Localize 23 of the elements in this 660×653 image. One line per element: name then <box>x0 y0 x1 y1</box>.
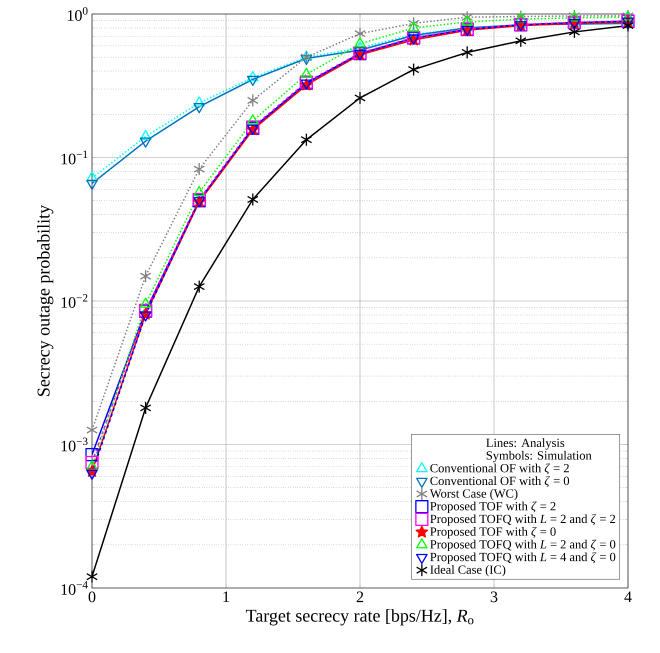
legend-label: Proposed TOFQ with L = 2 and ζ = 2 <box>430 514 616 526</box>
legend-label: Worst Case (WC) <box>430 488 518 500</box>
y-tick-label: 10$^{−1}$ <box>62 150 88 164</box>
text: Lines: Analysis <box>486 438 564 450</box>
y-axis-title: Secrecy outage probability <box>37 204 54 396</box>
y-tick-label: 10$^{−4}$ <box>62 581 88 595</box>
x-tick-label: 4 <box>624 592 632 602</box>
x-tick-label: 1 <box>223 592 230 602</box>
legend-label: Proposed TOF with ζ = 2 <box>430 502 556 513</box>
legend-label: Conventional OF with ζ = 0 <box>430 476 570 488</box>
legend-label: Proposed TOFQ with L = 4 and ζ = 0 <box>430 552 616 564</box>
legend-label: Ideal Case (IC) <box>430 565 506 576</box>
x-tick-label: 2 <box>356 592 364 602</box>
legend-label: Proposed TOF with ζ = 0 <box>430 526 556 538</box>
legend-label: Conventional OF with ζ = 2 <box>430 464 569 474</box>
x-tick-label: 0 <box>88 592 96 602</box>
x-tick-label: 3 <box>490 592 498 602</box>
y-tick-label: 10$^{−3}$ <box>62 438 88 452</box>
y-tick-label: 10$^{−2}$ <box>62 294 88 308</box>
x-axis-title: Target secrecy rate [bps/Hz], R$_{o}$ <box>246 609 474 626</box>
text: Symbols: Simulation <box>486 450 592 462</box>
y-tick-label: 10$^{0}$ <box>68 7 88 21</box>
legend-label: Proposed TOFQ with L = 2 and ζ = 0 <box>430 540 616 552</box>
